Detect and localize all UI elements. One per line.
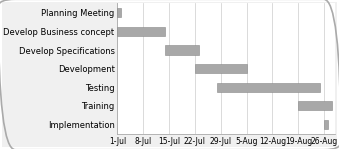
Bar bbox=[195, 64, 247, 73]
Bar bbox=[217, 83, 320, 92]
Bar bbox=[117, 27, 165, 36]
Bar bbox=[117, 8, 121, 17]
Bar bbox=[165, 45, 199, 55]
Bar bbox=[298, 101, 332, 111]
Bar bbox=[324, 120, 328, 129]
